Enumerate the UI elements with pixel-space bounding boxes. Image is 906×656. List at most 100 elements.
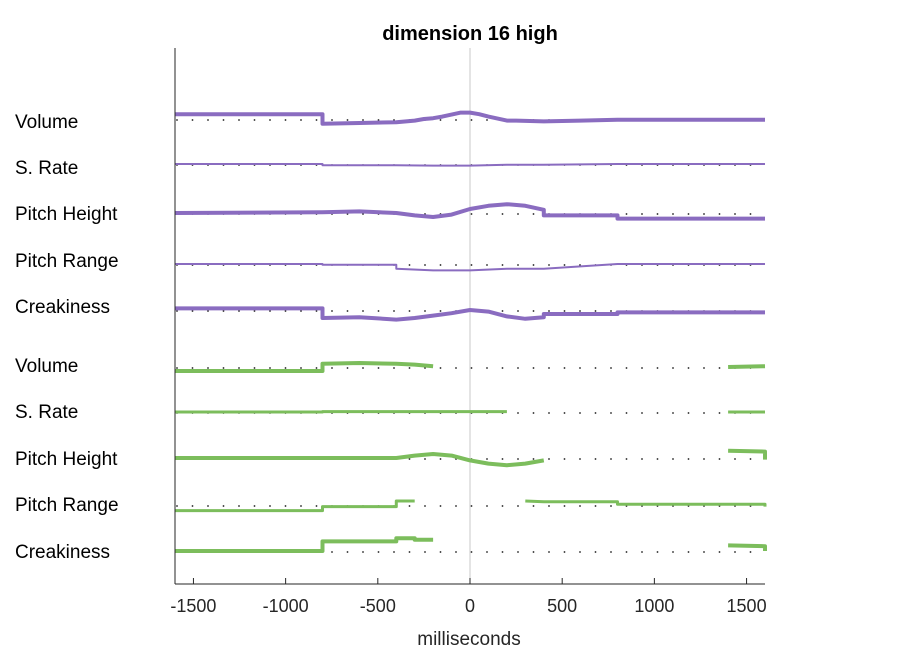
baseline-dot bbox=[517, 458, 519, 460]
baseline-dot bbox=[610, 310, 612, 312]
baseline-dot bbox=[517, 551, 519, 553]
series-line bbox=[175, 361, 434, 373]
series-line bbox=[174, 202, 765, 221]
baseline-dot bbox=[501, 505, 504, 507]
baseline-dot bbox=[424, 551, 426, 553]
baseline-dot bbox=[672, 458, 674, 460]
baseline-dot bbox=[269, 367, 271, 369]
baseline-dot bbox=[377, 367, 380, 369]
row-label: S. Rate bbox=[15, 402, 78, 423]
series-line bbox=[175, 536, 434, 553]
baseline-dot bbox=[548, 412, 550, 414]
baseline-dot bbox=[222, 505, 225, 507]
baseline-dot bbox=[284, 367, 287, 369]
baseline-dot bbox=[222, 310, 225, 312]
baseline-dot bbox=[176, 505, 178, 507]
baseline-dot bbox=[501, 551, 504, 553]
baseline-dot bbox=[284, 119, 287, 121]
baseline-dot bbox=[424, 458, 426, 460]
baseline-dot bbox=[610, 412, 612, 414]
baseline-dot bbox=[501, 213, 504, 215]
baseline-dot bbox=[610, 458, 612, 460]
x-tick-label: 500 bbox=[547, 596, 577, 616]
baseline-dot bbox=[718, 213, 721, 215]
baseline-dot bbox=[238, 367, 240, 369]
baseline-dot bbox=[439, 367, 442, 369]
baseline-dot bbox=[253, 119, 256, 121]
baseline-dot bbox=[641, 412, 643, 414]
series-line bbox=[175, 452, 545, 468]
baseline-dot bbox=[191, 367, 194, 369]
baseline-dot bbox=[470, 119, 473, 121]
series-line bbox=[175, 110, 765, 126]
baseline-dot bbox=[687, 412, 690, 414]
baseline-dot bbox=[749, 458, 752, 460]
baseline-dot bbox=[656, 213, 659, 215]
baseline-dot bbox=[594, 551, 597, 553]
baseline-dot bbox=[563, 367, 566, 369]
baseline-dot bbox=[486, 505, 488, 507]
baseline-dot bbox=[486, 264, 488, 266]
row-label: Pitch Height bbox=[15, 204, 118, 225]
baseline-dot bbox=[749, 213, 752, 215]
baseline-dot bbox=[424, 310, 426, 312]
baseline-dot bbox=[486, 367, 488, 369]
baseline-dot bbox=[207, 505, 209, 507]
baseline-dot bbox=[346, 551, 349, 553]
baseline-dot bbox=[284, 505, 287, 507]
baseline-dot bbox=[672, 213, 674, 215]
baseline-dot bbox=[672, 367, 674, 369]
x-ticks: -1500 -1000 -500 0 500 1000 1500 bbox=[170, 578, 767, 616]
row-label: Volume bbox=[15, 112, 78, 133]
baseline-dot bbox=[238, 310, 240, 312]
row-label: Pitch Range bbox=[15, 495, 119, 516]
baseline-dot bbox=[548, 551, 550, 553]
baseline-dot bbox=[253, 310, 256, 312]
baseline-dot bbox=[486, 213, 488, 215]
baseline-dot bbox=[532, 505, 535, 507]
baseline-dot bbox=[579, 310, 581, 312]
baseline-dot bbox=[362, 551, 364, 553]
baseline-dot bbox=[222, 367, 225, 369]
baseline-dot bbox=[594, 367, 597, 369]
baseline-dot bbox=[517, 412, 519, 414]
x-tick-label: -1000 bbox=[263, 596, 309, 616]
baseline-dot bbox=[594, 505, 597, 507]
baseline-dot bbox=[470, 264, 473, 266]
baseline-dot bbox=[176, 119, 178, 121]
row-label: Volume bbox=[15, 356, 78, 377]
baseline-dot bbox=[408, 505, 411, 507]
baseline-dot bbox=[641, 367, 643, 369]
baseline-dot bbox=[470, 551, 473, 553]
baseline-dot bbox=[672, 551, 674, 553]
baseline-dot bbox=[532, 264, 535, 266]
baseline-dot bbox=[517, 367, 519, 369]
baseline-dot bbox=[563, 551, 566, 553]
baseline-dot bbox=[408, 310, 411, 312]
baseline-dot bbox=[656, 458, 659, 460]
x-tick-label: 0 bbox=[465, 596, 475, 616]
baseline-dot bbox=[191, 505, 194, 507]
baseline-dot bbox=[439, 551, 442, 553]
series-line bbox=[525, 499, 767, 507]
baseline-dot bbox=[703, 458, 705, 460]
row-label: Creakiness bbox=[15, 542, 110, 563]
baseline-dot bbox=[610, 367, 612, 369]
row-labels: Volume S. Rate Pitch Height Pitch Range Crea… bbox=[15, 112, 119, 563]
baseline-dot bbox=[579, 551, 581, 553]
baseline-dot bbox=[687, 367, 690, 369]
baseline-dot bbox=[439, 458, 442, 460]
baseline-dot bbox=[703, 213, 705, 215]
baseline-dot bbox=[331, 367, 333, 369]
baseline-dot bbox=[563, 505, 566, 507]
baseline-dot bbox=[408, 458, 411, 460]
baseline-dot bbox=[331, 551, 333, 553]
baseline-dot bbox=[703, 367, 705, 369]
baseline-dot bbox=[424, 505, 426, 507]
baseline-dot bbox=[532, 551, 535, 553]
baseline-dot bbox=[563, 310, 566, 312]
baseline-dot bbox=[300, 310, 302, 312]
baseline-dot bbox=[362, 310, 364, 312]
baseline-dot bbox=[269, 505, 271, 507]
